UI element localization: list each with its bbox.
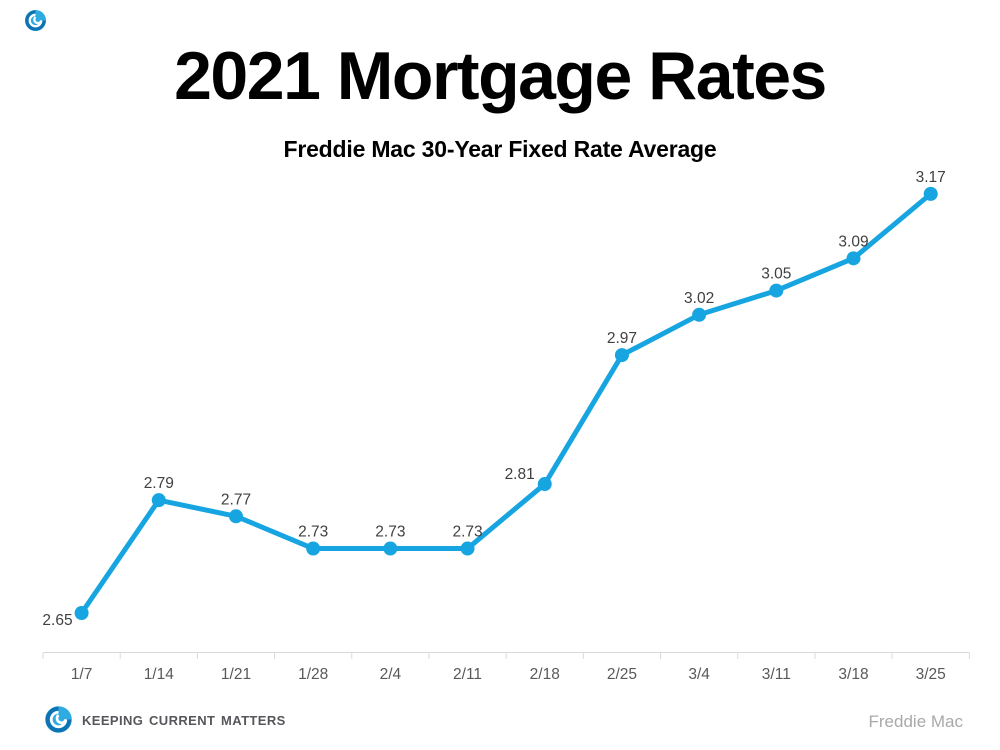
x-tick-label: 3/18	[838, 666, 868, 683]
data-point-label: 2.73	[298, 524, 328, 541]
data-point	[923, 186, 938, 201]
data-point-label: 3.02	[684, 290, 714, 307]
swirl-icon	[45, 706, 72, 733]
trend-line	[79, 191, 934, 616]
x-tick-label: 2/4	[380, 666, 402, 683]
page-title: 2021 Mortgage Rates	[174, 38, 827, 114]
brand-logo: Keeping Current Matters	[44, 705, 286, 734]
data-point-label: 3.09	[838, 233, 868, 250]
data-point	[614, 348, 629, 363]
page-subtitle: Freddie Mac 30-Year Fixed Rate Average	[283, 136, 717, 162]
x-tick-label: 1/7	[71, 666, 93, 683]
x-tick-label: 1/21	[221, 666, 251, 683]
data-point	[306, 541, 321, 556]
x-tick-label: 1/14	[144, 666, 175, 683]
data-point-label: 2.73	[375, 524, 405, 541]
x-tick-label: 2/11	[453, 666, 482, 683]
swirl-icon	[24, 9, 47, 32]
data-point-label: 3.17	[916, 169, 946, 186]
x-tick-label: 3/11	[762, 666, 791, 683]
x-tick-label: 3/25	[916, 666, 946, 683]
data-point	[846, 251, 861, 266]
data-point-label: 2.77	[221, 491, 251, 508]
data-point-label: 2.65	[42, 612, 72, 629]
x-tick-label: 2/25	[607, 666, 637, 683]
data-point	[151, 493, 166, 508]
data-point-label: 3.05	[761, 266, 791, 283]
x-tick-label: 1/28	[298, 666, 328, 683]
data-point	[537, 477, 552, 492]
data-point	[692, 307, 707, 322]
source-attribution: Freddie Mac	[868, 712, 963, 731]
data-point	[769, 283, 784, 298]
data-point	[74, 606, 89, 620]
data-point	[383, 541, 398, 556]
x-tick-label: 2/18	[530, 666, 560, 683]
data-point-label: 2.81	[505, 466, 535, 483]
data-point-label: 2.73	[452, 524, 482, 541]
data-point	[460, 541, 475, 556]
x-tick-label: 3/4	[688, 666, 710, 683]
data-point-label: 2.97	[607, 330, 637, 347]
brand-name: Keeping Current Matters	[82, 709, 286, 730]
data-point	[228, 509, 243, 524]
data-point-label: 2.79	[144, 475, 174, 492]
